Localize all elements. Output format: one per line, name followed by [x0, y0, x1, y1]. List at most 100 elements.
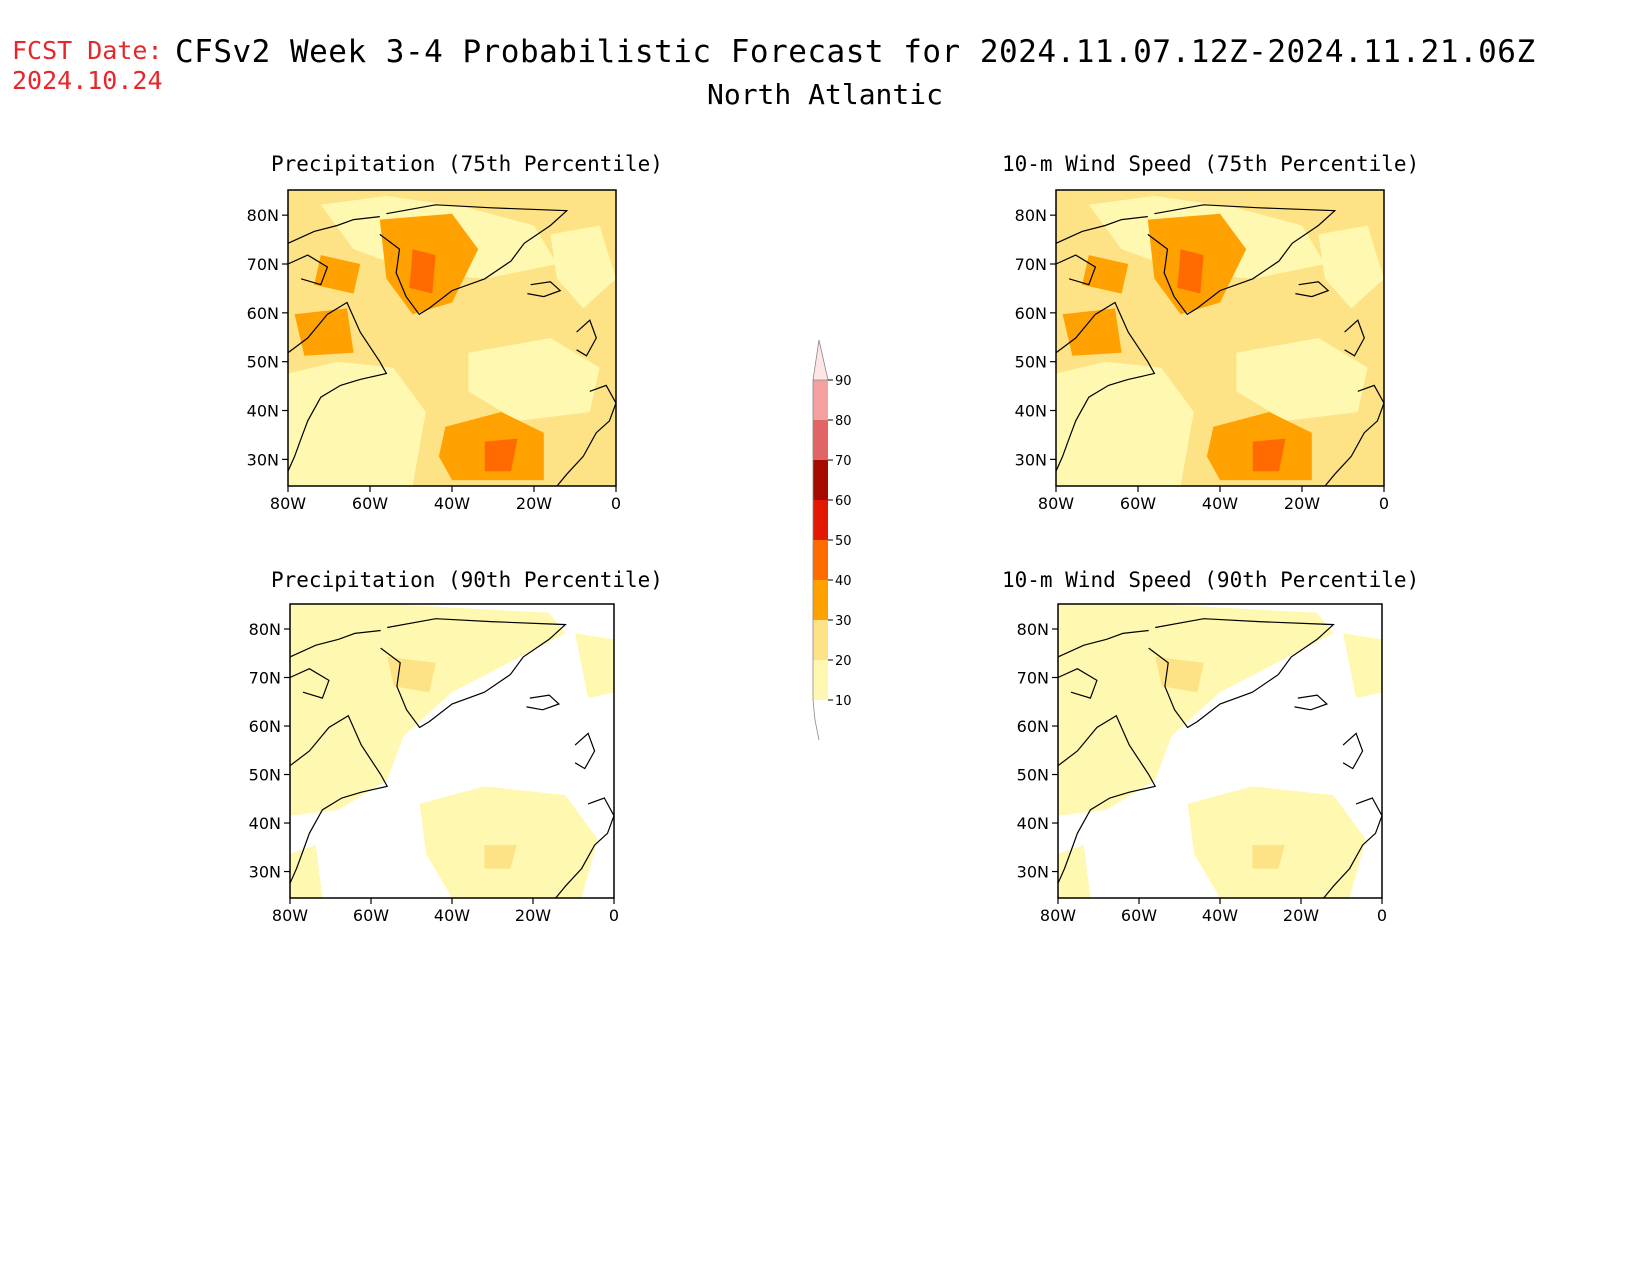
- coastline: [1323, 797, 1382, 898]
- lat-label-30n: 30N: [1017, 863, 1049, 882]
- coastline: [576, 319, 597, 357]
- coastline: [288, 254, 329, 286]
- colorbar-label-60: 60: [835, 494, 852, 509]
- lat-label-30n: 30N: [249, 863, 281, 882]
- coastline: [1294, 694, 1329, 711]
- lon-label-60w: 60W: [1121, 906, 1157, 925]
- page-title: CFSv2 Week 3-4 Probabilistic Forecast fo…: [175, 34, 1536, 70]
- lon-label-0: 0: [1377, 906, 1387, 925]
- lat-label-50n: 50N: [1015, 353, 1047, 372]
- panel-title-precip-90: Precipitation (90th Percentile): [271, 568, 663, 592]
- region-title: North Atlantic: [706, 78, 943, 111]
- lon-label-20w: 20W: [515, 906, 551, 925]
- colorbar-segment: [813, 580, 828, 620]
- coastline: [1324, 384, 1384, 486]
- coastline: [555, 797, 614, 898]
- colorbar-segment: [813, 500, 828, 540]
- lat-label-60n: 60N: [1017, 717, 1049, 736]
- probability-contour-fill: [1072, 397, 1155, 463]
- coastline: [290, 668, 330, 699]
- lon-label-40w: 40W: [1202, 906, 1238, 925]
- probability-contour-fill: [1343, 633, 1382, 699]
- probability-contour-fill: [419, 786, 598, 898]
- lon-label-40w: 40W: [434, 906, 470, 925]
- probability-contour-fill: [1082, 255, 1129, 294]
- lat-label-80n: 80N: [247, 206, 279, 225]
- probability-contour-fill: [1236, 338, 1368, 421]
- coastline: [1058, 714, 1157, 884]
- probability-contour-fill: [1058, 845, 1091, 898]
- colorbar-top-extension: [812, 339, 829, 381]
- colorbar-label-80: 80: [835, 414, 852, 429]
- coastline: [288, 301, 388, 472]
- probability-contour-fill: [290, 604, 566, 816]
- lat-label-40n: 40N: [249, 814, 281, 833]
- probability-contour-fill: [304, 397, 387, 463]
- lon-label-60w: 60W: [353, 906, 389, 925]
- coastline: [1295, 281, 1330, 298]
- lat-label-50n: 50N: [1017, 766, 1049, 785]
- coastline: [1342, 732, 1364, 770]
- lat-label-60n: 60N: [247, 304, 279, 323]
- colorbar-segment: [813, 660, 828, 700]
- map-panel-2: 80N 70N 60N 50N 40N 30N 80W 60W 40W 20W 0: [249, 603, 619, 925]
- probability-contour-fill: [550, 225, 616, 309]
- forecast-date-value: 2024.10.24: [12, 66, 163, 95]
- probability-contour-fill: [294, 308, 354, 356]
- lat-label-60n: 60N: [249, 717, 281, 736]
- coastline: [1344, 319, 1365, 357]
- probability-contour-fill: [1252, 438, 1286, 472]
- coastline: [380, 618, 567, 729]
- colorbar-label-90: 90: [835, 374, 852, 389]
- map-panel-1: 80N 70N 60N 50N 40N 30N 80W 60W 40W 20W 0: [1015, 189, 1389, 513]
- lon-label-80w: 80W: [1040, 906, 1076, 925]
- probability-contour-fill: [468, 338, 600, 421]
- probability-contour-fill: [1177, 249, 1204, 294]
- lon-label-20w: 20W: [1284, 494, 1320, 513]
- colorbar-segment: [813, 420, 828, 460]
- coastline: [290, 629, 381, 658]
- lon-label-80w: 80W: [1038, 494, 1074, 513]
- colorbar-segment: [813, 460, 828, 500]
- panel-title-wind-90: 10-m Wind Speed (90th Percentile): [1002, 568, 1420, 592]
- coastline: [290, 714, 389, 884]
- colorbar-segment: [813, 380, 828, 420]
- lon-label-80w: 80W: [270, 494, 306, 513]
- lon-label-0: 0: [1379, 494, 1389, 513]
- coastline: [1056, 301, 1156, 472]
- lat-label-70n: 70N: [1017, 669, 1049, 688]
- lat-label-40n: 40N: [1017, 814, 1049, 833]
- lat-label-30n: 30N: [247, 450, 279, 469]
- lon-label-40w: 40W: [1202, 494, 1238, 513]
- coastline: [379, 204, 569, 316]
- lat-label-70n: 70N: [1015, 255, 1047, 274]
- probability-contour-fill: [1062, 308, 1122, 356]
- probability-contour-fill: [1058, 604, 1334, 816]
- colorbar-label-70: 70: [835, 454, 852, 469]
- colorbar-label-40: 40: [835, 574, 852, 589]
- map-panel-3: 80N 70N 60N 50N 40N 30N 80W 60W 40W 20W 0: [1017, 603, 1387, 925]
- lat-label-80n: 80N: [249, 620, 281, 639]
- forecast-date-label: FCST Date:: [12, 36, 163, 65]
- lon-label-20w: 20W: [516, 494, 552, 513]
- coastline: [1058, 668, 1098, 699]
- coastline: [1056, 254, 1097, 286]
- lon-label-20w: 20W: [1283, 906, 1319, 925]
- lon-label-0: 0: [611, 494, 621, 513]
- probability-contour-fill: [1318, 225, 1384, 309]
- lat-label-40n: 40N: [247, 402, 279, 421]
- panel-title-wind-75: 10-m Wind Speed (75th Percentile): [1002, 152, 1420, 176]
- shading-layer: [288, 190, 616, 486]
- shading-layer: [290, 604, 614, 898]
- shading-layer: [1056, 190, 1384, 486]
- lat-label-30n: 30N: [1015, 450, 1047, 469]
- colorbar-label-20: 20: [835, 654, 852, 669]
- coastline: [1148, 618, 1335, 729]
- coastline: [527, 281, 562, 298]
- lon-label-0: 0: [609, 906, 619, 925]
- lat-label-50n: 50N: [249, 766, 281, 785]
- coastline: [556, 384, 616, 486]
- coastline: [1056, 216, 1148, 244]
- panel-title-precip-75: Precipitation (75th Percentile): [271, 152, 663, 176]
- probability-contour-fill: [575, 633, 614, 699]
